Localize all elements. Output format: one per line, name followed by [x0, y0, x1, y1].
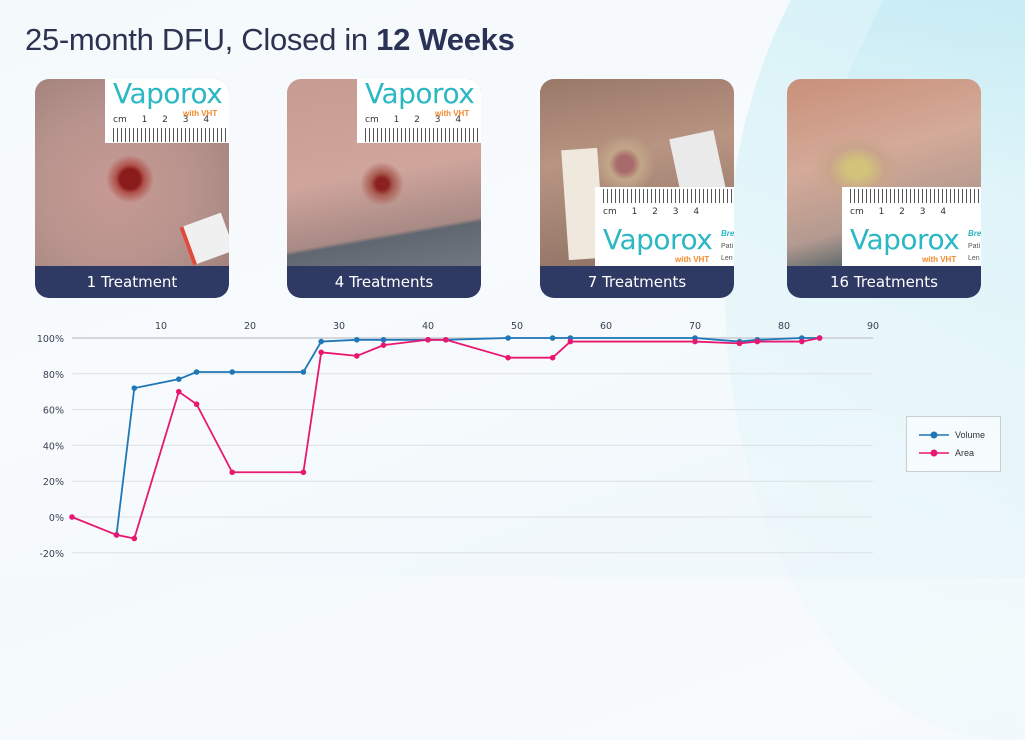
data-point-area: [354, 353, 360, 359]
ruler-cm-labels: cm 1 2 3 4: [113, 115, 210, 125]
brand-logo: Vaporox: [113, 79, 223, 110]
y-tick-label: 40%: [43, 441, 64, 452]
data-point-volume: [300, 369, 307, 375]
ruler-ticks: [603, 189, 734, 203]
data-point-volume: [354, 336, 360, 343]
data-point-area: [816, 335, 823, 341]
data-point-area: [69, 514, 75, 520]
data-point-area: [318, 349, 325, 356]
y-tick-label: 20%: [43, 477, 64, 488]
page-title: 25-month DFU, Closed in 12 Weeks: [25, 22, 515, 58]
series-line-volume: [115, 337, 820, 536]
x-tick-label: 10: [155, 321, 167, 332]
label-side-text: Bre: [968, 229, 981, 238]
data-point-area: [549, 354, 556, 361]
data-point-area: [754, 338, 761, 345]
data-point-volume: [176, 376, 182, 382]
brand-logo: Vaporox: [850, 223, 960, 256]
treatment-photo-card-4: cm 1 2 3 4 Vaporox with VHT Bre Pati Len…: [787, 79, 981, 298]
treatment-photo-card-3: cm 1 2 3 4 Vaporox with VHT Bre Pati Len…: [540, 79, 734, 298]
ruler-label: Vaporox with VHT cm 1 2 3 4: [105, 79, 229, 143]
x-tick-label: 20: [244, 321, 256, 332]
data-point-area: [443, 336, 449, 343]
data-point-volume: [131, 385, 138, 391]
legend-label-area: Area: [955, 448, 975, 458]
legend-item-area: Area: [919, 447, 974, 459]
label-side-text: Pati: [968, 243, 981, 250]
y-tick-label: 60%: [43, 406, 64, 417]
y-tick-label: 100%: [37, 334, 64, 345]
data-point-area: [736, 340, 743, 347]
data-point-volume: [193, 369, 200, 375]
card-caption: 1 Treatment: [35, 266, 229, 298]
ruler-label: Vaporox with VHT cm 1 2 3 4: [357, 79, 481, 143]
ruler-cm-labels: cm 1 2 3 4: [365, 115, 462, 125]
data-point-volume: [505, 335, 511, 341]
x-tick-label: 50: [511, 321, 523, 332]
x-tick-label: 30: [333, 321, 345, 332]
wound-photo: Vaporox with VHT cm 1 2 3 4: [35, 79, 229, 266]
series-line-area: [71, 337, 820, 540]
legend-item-volume: Volume: [919, 429, 985, 441]
y-tick-label: 0%: [49, 513, 64, 524]
ruler-ticks: [850, 189, 981, 203]
treatment-photo-card-2: Vaporox with VHT cm 1 2 3 4 4 Treatments: [287, 79, 481, 298]
title-bold: 12 Weeks: [376, 22, 515, 57]
card-caption: 4 Treatments: [287, 266, 481, 298]
brand-logo: Vaporox: [365, 79, 475, 110]
data-point-area: [229, 469, 235, 476]
data-point-area: [131, 535, 138, 542]
label-side-text: Bre: [721, 229, 734, 238]
ruler-label: cm 1 2 3 4 Vaporox with VHT Bre Pati Len: [842, 187, 981, 266]
volume-line-marker-icon: [919, 431, 949, 439]
data-point-volume: [229, 369, 235, 375]
treatment-photo-card-1: Vaporox with VHT cm 1 2 3 4 1 Treatment: [35, 79, 229, 298]
label-side-text: Len: [968, 255, 980, 262]
data-point-area: [425, 336, 431, 343]
data-point-area: [176, 388, 182, 395]
healing-progress-chart: 100% 80% 60% 40% 20% 0% -20% 10 20 30 40 50 60 70 80 90: [37, 321, 879, 560]
data-point-area: [692, 338, 698, 345]
wound-photo: cm 1 2 3 4 Vaporox with VHT Bre Pati Len: [540, 79, 734, 266]
data-point-volume: [318, 338, 325, 345]
card-caption: 16 Treatments: [787, 266, 981, 298]
data-point-area: [505, 354, 511, 361]
data-point-area: [113, 532, 120, 538]
x-tick-label: 40: [422, 321, 434, 332]
title-regular: 25-month DFU, Closed in: [25, 22, 377, 57]
brand-logo: Vaporox: [603, 223, 713, 256]
y-tick-label: 80%: [43, 370, 64, 381]
brand-sub: with VHT: [922, 255, 957, 264]
data-point-area: [380, 342, 387, 348]
y-tick-label: -20%: [39, 549, 64, 560]
data-point-area: [567, 338, 574, 345]
brand-sub: with VHT: [435, 109, 470, 118]
card-caption: 7 Treatments: [540, 266, 734, 298]
x-tick-label: 90: [867, 321, 879, 332]
label-side-text: Len: [721, 255, 733, 262]
area-line-marker-icon: [919, 449, 949, 457]
brand-sub: with VHT: [675, 255, 710, 264]
chart-legend: Volume Area: [906, 416, 1001, 472]
data-point-area: [193, 401, 200, 408]
brand-sub: with VHT: [183, 109, 218, 118]
wound-photo: cm 1 2 3 4 Vaporox with VHT Bre Pati Len: [787, 79, 981, 266]
ruler-cm-labels: cm 1 2 3 4: [603, 207, 700, 217]
data-point-volume: [549, 335, 556, 341]
x-tick-label: 60: [600, 321, 612, 332]
wound-photo: Vaporox with VHT cm 1 2 3 4: [287, 79, 481, 266]
data-point-area: [799, 338, 805, 345]
x-tick-label: 80: [778, 321, 790, 332]
ruler-ticks: [365, 128, 479, 142]
data-point-area: [300, 469, 307, 476]
ruler-ticks: [113, 128, 227, 142]
ruler-cm-labels: cm 1 2 3 4: [850, 207, 947, 217]
label-side-text: Pati: [721, 243, 734, 250]
ruler-label: cm 1 2 3 4 Vaporox with VHT Bre Pati Len: [595, 187, 734, 266]
data-point-volume: [380, 336, 387, 343]
legend-label-volume: Volume: [955, 430, 986, 440]
x-tick-label: 70: [689, 321, 701, 332]
